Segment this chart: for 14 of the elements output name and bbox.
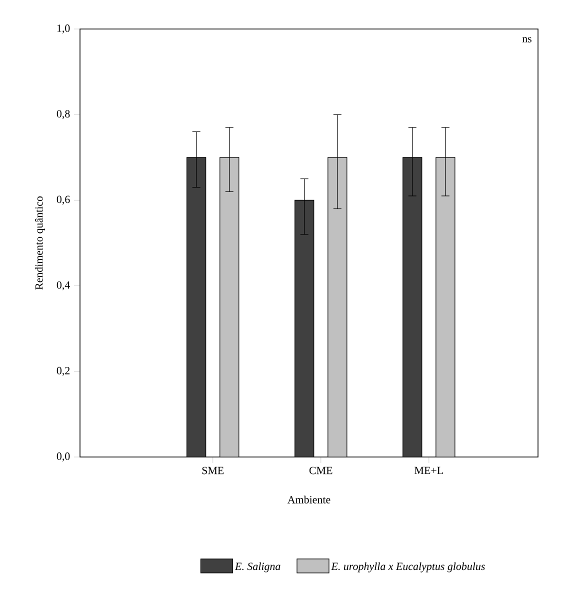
y-tick-label: 0,6 <box>56 196 70 205</box>
x-tick-label: ME+L <box>414 466 443 474</box>
y-tick-label: 0,8 <box>56 110 70 120</box>
y-tick-label: 0,0 <box>56 452 70 462</box>
x-axis-title: Ambiente <box>288 496 330 504</box>
x-tick-label: CME <box>309 466 332 474</box>
x-tick-label: SME <box>202 466 224 474</box>
legend-label: E. Saligna <box>234 562 280 572</box>
y-tick-label: 0,4 <box>56 281 70 290</box>
annotation: ns <box>522 37 532 42</box>
y-axis-title: Rendimento quântico <box>34 196 45 290</box>
y-tick-label: 1,0 <box>57 24 70 34</box>
y-tick-label: 0,2 <box>56 366 70 376</box>
legend-label: E. urophylla x Eucalyptus globulus <box>331 562 485 572</box>
